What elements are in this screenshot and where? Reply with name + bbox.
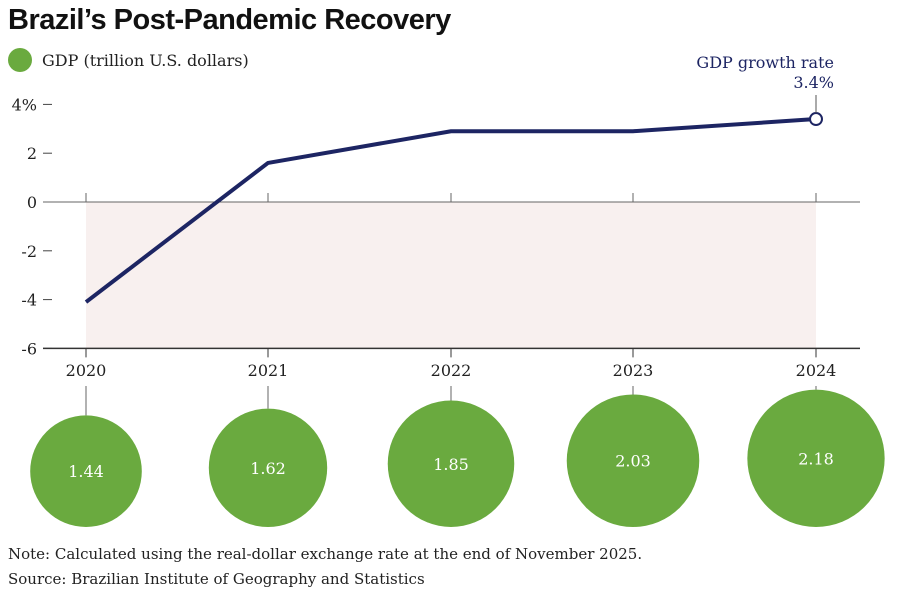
negative-region [86,202,816,349]
note-text: Note: Calculated using the real-dollar e… [8,545,643,563]
legend-gdp-swatch [8,48,32,72]
y-tick-label: 0 [27,193,37,212]
legend: GDP (trillion U.S. dollars) [8,48,249,72]
y-tick-label: -6 [21,339,37,358]
x-tick-label: 2024 [796,361,837,380]
gdp-bubble-label: 1.85 [433,455,469,474]
y-tick-label: 2 [27,144,37,163]
y-tick-label: -4 [21,291,37,310]
gdp-bubble [208,408,328,527]
gdp-bubble-label: 1.62 [250,459,286,478]
x-tick-label: 2022 [431,361,472,380]
annotation-value: 3.4% [793,73,834,92]
chart-title: Brazil’s Post-Pandemic Recovery [8,4,451,36]
growth-point-2024 [809,112,823,127]
annotation-label: GDP growth rate [696,53,834,72]
gdp-bubble [747,389,885,527]
gdp-bubble-label: 2.18 [798,449,834,468]
gdp-bubble-label: 1.44 [68,462,104,481]
legend-gdp-label: GDP (trillion U.S. dollars) [42,50,249,70]
gdp-bubble [566,394,700,527]
x-tick-label: 2023 [613,361,654,380]
gdp-bubble [387,400,515,527]
gdp-bubble-label: 2.03 [615,452,651,471]
source-text: Source: Brazilian Institute of Geography… [8,570,425,588]
x-tick-label: 2020 [66,361,107,380]
gdp-bubble [30,415,142,527]
y-tick-label: 4% [12,95,37,114]
x-tick-label: 2021 [248,361,289,380]
y-tick-label: -2 [21,242,37,261]
